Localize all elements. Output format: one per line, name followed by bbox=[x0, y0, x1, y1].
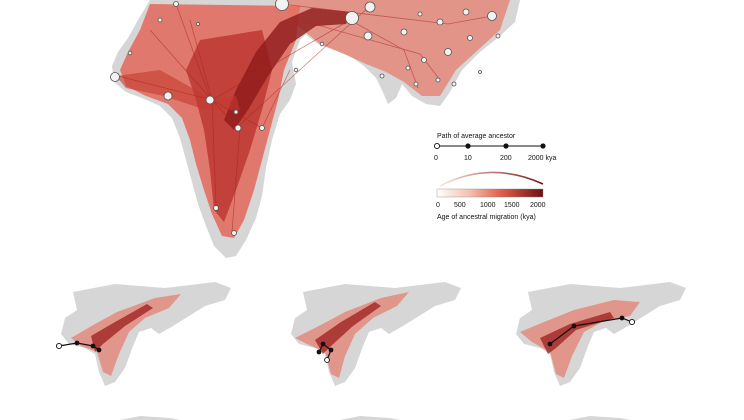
path-tick-0: 0 bbox=[434, 155, 438, 162]
node bbox=[110, 72, 120, 82]
node bbox=[421, 57, 427, 63]
node bbox=[467, 35, 473, 41]
flow-overlay bbox=[71, 294, 181, 376]
node bbox=[233, 109, 239, 115]
flow-core bbox=[315, 302, 381, 354]
node bbox=[379, 73, 385, 79]
small-map-2 bbox=[291, 282, 461, 386]
legend: Path of average ancestor 0 10 200 2000 k… bbox=[433, 133, 557, 221]
node bbox=[127, 50, 133, 56]
age-tick-2000: 2000 bbox=[530, 202, 546, 209]
flow-core bbox=[91, 304, 153, 352]
flow-corridor bbox=[224, 8, 350, 130]
node bbox=[213, 205, 219, 211]
path-start bbox=[324, 357, 330, 363]
age-colorbar bbox=[436, 188, 544, 198]
node bbox=[259, 125, 265, 131]
node bbox=[462, 8, 470, 16]
node bbox=[275, 0, 289, 11]
ancestor-path bbox=[316, 341, 334, 363]
node bbox=[231, 230, 237, 236]
age-tick-1000: 1000 bbox=[480, 202, 496, 209]
path-tick-2000: 2000 kya bbox=[528, 155, 557, 162]
path-end bbox=[316, 349, 322, 355]
node bbox=[345, 11, 359, 25]
population-nodes bbox=[110, 0, 501, 236]
node bbox=[293, 67, 299, 73]
path-point bbox=[328, 347, 334, 353]
path-point bbox=[74, 340, 80, 346]
path-tick-200: 200 bbox=[500, 155, 512, 162]
node bbox=[319, 41, 325, 47]
main-map bbox=[110, 0, 520, 258]
node bbox=[495, 33, 501, 39]
path-marker-2000 bbox=[540, 143, 546, 149]
path-marker-10 bbox=[465, 143, 471, 149]
ancestor-path bbox=[55, 340, 102, 353]
ancestor-path bbox=[547, 315, 636, 347]
age-tick-500: 500 bbox=[454, 202, 466, 209]
node bbox=[436, 18, 444, 26]
age-legend-title: Age of ancestral migration (kya) bbox=[437, 214, 536, 221]
node bbox=[205, 95, 215, 105]
flow-streaks bbox=[117, 3, 493, 233]
age-legend-arc bbox=[439, 171, 544, 187]
node bbox=[405, 65, 411, 71]
node bbox=[157, 17, 163, 23]
node bbox=[234, 124, 242, 132]
path-tick-10: 10 bbox=[464, 155, 472, 162]
node bbox=[435, 77, 441, 83]
node bbox=[196, 22, 200, 26]
node bbox=[364, 1, 376, 13]
path-point bbox=[619, 315, 625, 321]
node bbox=[163, 91, 173, 101]
small-map-1 bbox=[55, 282, 231, 386]
age-tick-1500: 1500 bbox=[504, 202, 520, 209]
path-marker-0 bbox=[433, 142, 441, 150]
flow-overlay bbox=[295, 292, 409, 378]
path-point bbox=[320, 341, 326, 347]
path-point bbox=[571, 323, 577, 329]
node bbox=[400, 28, 408, 36]
node bbox=[451, 81, 457, 87]
node bbox=[444, 48, 452, 56]
node bbox=[363, 31, 373, 41]
path-start bbox=[628, 318, 636, 326]
path-start bbox=[55, 342, 63, 350]
path-end bbox=[547, 341, 553, 347]
node bbox=[413, 81, 419, 87]
path-end bbox=[96, 347, 102, 353]
node bbox=[478, 70, 482, 74]
small-map-3 bbox=[516, 282, 686, 386]
path-point bbox=[90, 343, 96, 349]
node bbox=[173, 1, 179, 7]
path-legend-title: Path of average ancestor bbox=[437, 133, 516, 140]
partial-maps-bottom bbox=[120, 416, 630, 420]
age-tick-0: 0 bbox=[436, 202, 440, 209]
node bbox=[487, 11, 497, 21]
node bbox=[417, 11, 423, 17]
path-marker-200 bbox=[503, 143, 509, 149]
